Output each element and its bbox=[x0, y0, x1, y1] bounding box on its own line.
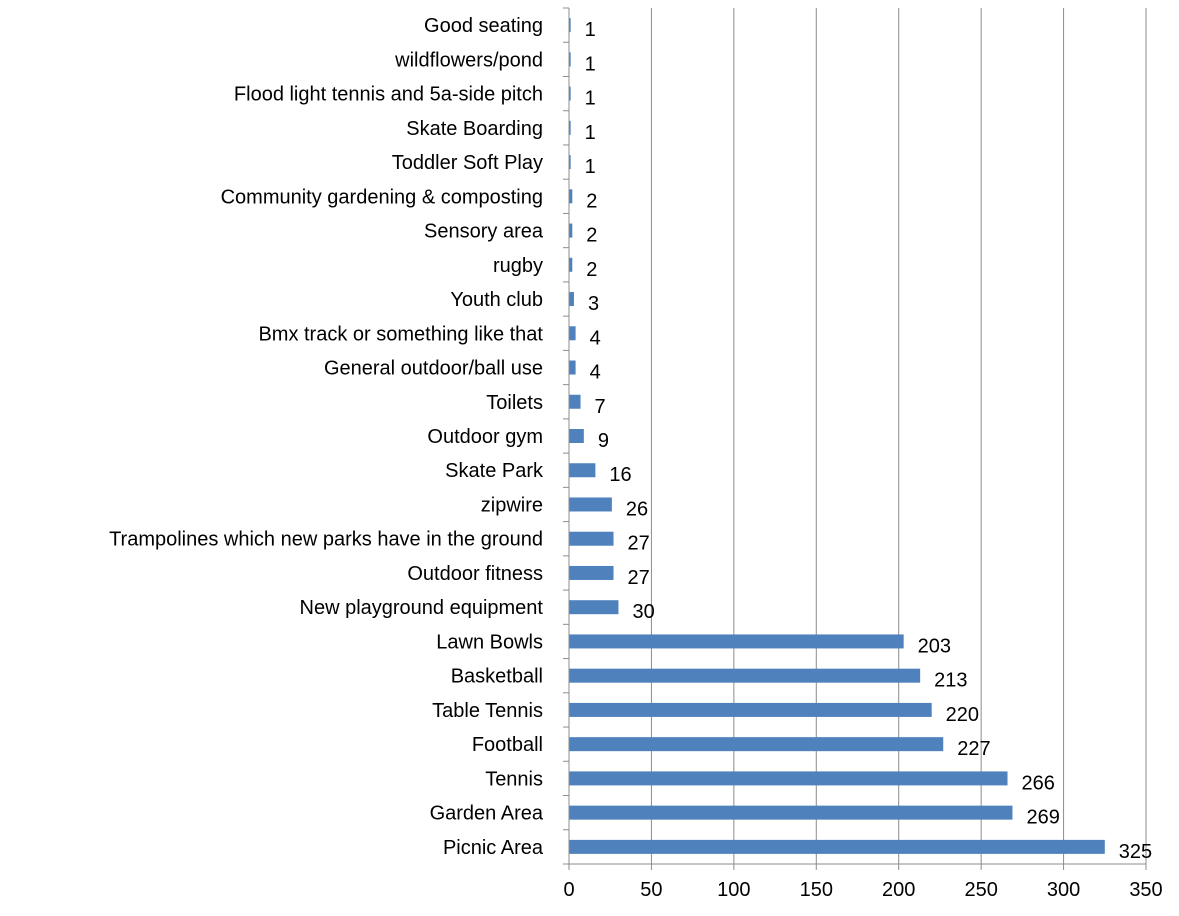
category-label: Trampolines which new parks have in the … bbox=[109, 529, 543, 551]
bar bbox=[569, 463, 596, 478]
bar bbox=[569, 702, 932, 717]
data-label: 16 bbox=[609, 464, 631, 486]
labels: 0 50 100 150 200 250 300 350 Good seating 1 wildfl… bbox=[109, 15, 1163, 901]
bar bbox=[569, 771, 1008, 786]
category-label: Bmx track or something like that bbox=[258, 323, 543, 345]
bar bbox=[569, 394, 581, 409]
gridlines bbox=[650, 8, 1147, 864]
x-tick-label: 250 bbox=[964, 879, 997, 901]
category-label: wildflowers/pond bbox=[394, 49, 543, 71]
bar bbox=[569, 18, 571, 33]
bar bbox=[569, 600, 619, 615]
data-label: 227 bbox=[957, 738, 990, 760]
x-tick-label: 50 bbox=[640, 879, 662, 901]
x-tick-label: 350 bbox=[1129, 879, 1162, 901]
x-tick-label: 200 bbox=[882, 879, 915, 901]
category-label: Flood light tennis and 5a-side pitch bbox=[234, 84, 543, 106]
category-label: Lawn Bowls bbox=[436, 631, 543, 653]
data-label: 1 bbox=[585, 122, 596, 144]
category-label: New playground equipment bbox=[300, 597, 544, 619]
x-tick-label: 300 bbox=[1047, 879, 1080, 901]
category-label: Tennis bbox=[485, 768, 543, 790]
x-tick-label: 0 bbox=[563, 879, 574, 901]
category-label: zipwire bbox=[481, 494, 543, 516]
data-label: 4 bbox=[590, 362, 601, 384]
data-label: 3 bbox=[588, 293, 599, 315]
bar bbox=[569, 565, 614, 580]
data-label: 220 bbox=[946, 704, 979, 726]
category-label: Toilets bbox=[486, 392, 543, 414]
bar bbox=[569, 839, 1105, 854]
bar bbox=[569, 292, 574, 307]
data-label: 325 bbox=[1119, 841, 1152, 863]
category-label: Picnic Area bbox=[443, 837, 544, 859]
data-label: 30 bbox=[632, 601, 654, 623]
bar bbox=[569, 634, 904, 649]
category-label: Skate Boarding bbox=[406, 118, 543, 140]
bars bbox=[569, 18, 1105, 854]
data-label: 213 bbox=[934, 670, 967, 692]
data-label: 2 bbox=[586, 259, 597, 281]
bar bbox=[569, 326, 576, 341]
bar bbox=[569, 155, 571, 170]
bar bbox=[569, 223, 573, 238]
category-label: Table Tennis bbox=[432, 700, 543, 722]
category-label: Skate Park bbox=[445, 460, 544, 482]
category-label: Basketball bbox=[451, 666, 543, 688]
bar bbox=[569, 120, 571, 135]
bar bbox=[569, 189, 573, 204]
data-label: 1 bbox=[585, 53, 596, 75]
bar bbox=[569, 531, 614, 546]
category-label: Toddler Soft Play bbox=[392, 152, 543, 174]
data-label: 266 bbox=[1022, 772, 1055, 794]
data-label: 27 bbox=[628, 533, 650, 555]
axes bbox=[563, 7, 1147, 870]
data-label: 26 bbox=[626, 498, 648, 520]
bar bbox=[569, 257, 573, 272]
data-label: 1 bbox=[585, 19, 596, 41]
category-label: Community gardening & composting bbox=[221, 186, 543, 208]
data-label: 2 bbox=[586, 190, 597, 212]
data-label: 9 bbox=[598, 430, 609, 452]
data-label: 4 bbox=[590, 327, 601, 349]
category-label: Outdoor fitness bbox=[407, 563, 543, 585]
category-label: Good seating bbox=[424, 15, 543, 37]
data-label: 203 bbox=[918, 635, 951, 657]
category-label: Youth club bbox=[450, 289, 543, 311]
category-label: Outdoor gym bbox=[427, 426, 543, 448]
bar bbox=[569, 497, 612, 512]
bar bbox=[569, 52, 571, 67]
bar bbox=[569, 360, 576, 375]
bar bbox=[569, 668, 921, 683]
category-label: General outdoor/ball use bbox=[324, 358, 543, 380]
bar bbox=[569, 429, 584, 443]
data-label: 1 bbox=[585, 88, 596, 110]
category-label: rugby bbox=[493, 255, 543, 277]
data-label: 1 bbox=[585, 156, 596, 178]
data-label: 2 bbox=[586, 225, 597, 247]
bar bbox=[569, 86, 571, 101]
data-label: 27 bbox=[628, 567, 650, 589]
data-label: 7 bbox=[595, 396, 606, 418]
data-label: 269 bbox=[1026, 807, 1059, 829]
bar bbox=[569, 805, 1013, 820]
category-label: Football bbox=[472, 734, 543, 756]
x-tick-label: 100 bbox=[717, 879, 750, 901]
bar bbox=[569, 737, 944, 752]
category-label: Garden Area bbox=[430, 803, 544, 825]
x-tick-label: 150 bbox=[800, 879, 833, 901]
category-label: Sensory area bbox=[424, 221, 544, 243]
